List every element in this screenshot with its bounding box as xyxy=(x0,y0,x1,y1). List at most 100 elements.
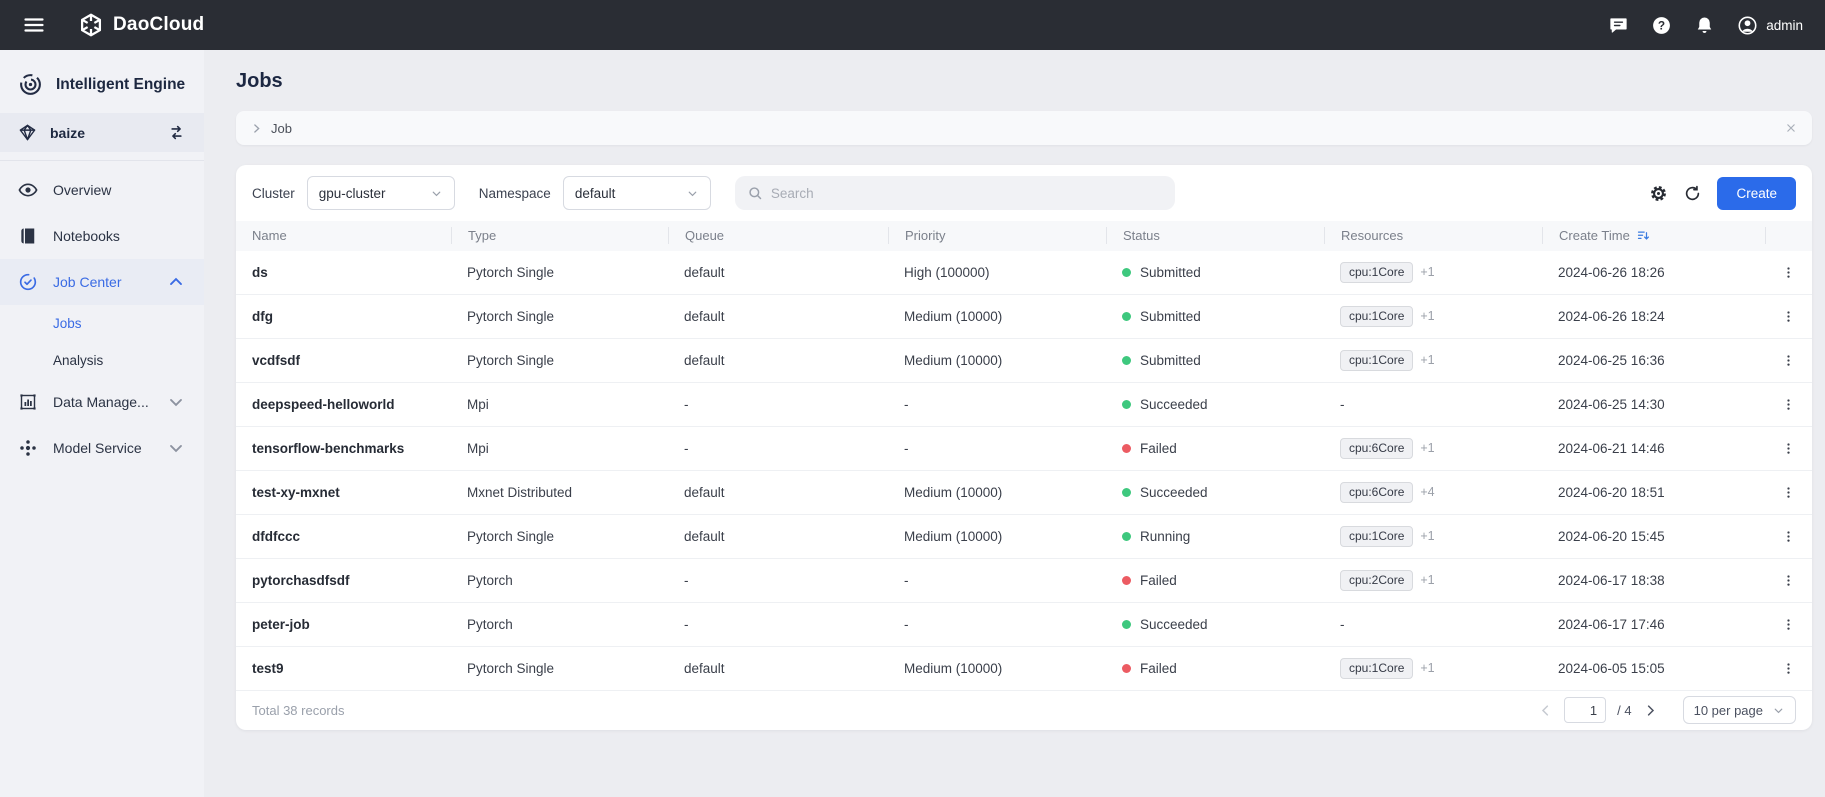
hamburger-menu-icon[interactable] xyxy=(22,13,46,37)
resource-dash: - xyxy=(1340,616,1345,632)
kebab-menu-icon[interactable] xyxy=(1781,264,1796,281)
switch-workspace-icon[interactable] xyxy=(167,123,186,142)
kebab-menu-icon[interactable] xyxy=(1781,484,1796,501)
job-create-time: 2024-06-17 17:46 xyxy=(1558,616,1665,632)
status-dot xyxy=(1122,311,1131,321)
job-resources: cpu:6Core +1 xyxy=(1324,437,1542,459)
resource-extra: +1 xyxy=(1420,309,1435,324)
sort-descending-icon[interactable] xyxy=(1636,228,1651,243)
column-header-create-time[interactable]: Create Time xyxy=(1542,227,1765,245)
filter-toolbar: Cluster gpu-cluster Namespace default xyxy=(236,165,1812,221)
kebab-menu-icon[interactable] xyxy=(1781,660,1796,677)
job-priority: - xyxy=(904,572,909,588)
notifications-bell-icon[interactable] xyxy=(1694,15,1715,36)
create-button[interactable]: Create xyxy=(1717,176,1796,210)
eye-icon xyxy=(18,183,38,197)
job-queue: default xyxy=(684,484,725,500)
namespace-label: Namespace xyxy=(478,185,551,201)
job-priority: Medium (10000) xyxy=(904,308,1003,324)
job-name[interactable]: tensorflow-benchmarks xyxy=(252,440,405,456)
sidebar-item-notebooks[interactable]: Notebooks xyxy=(0,213,204,259)
help-icon[interactable]: ? xyxy=(1651,15,1672,36)
job-name[interactable]: pytorchasdfsdf xyxy=(252,572,350,588)
job-resources: cpu:1Core +1 xyxy=(1324,305,1542,327)
intelligent-engine-icon xyxy=(20,74,41,95)
workspace-name: baize xyxy=(50,124,86,141)
kebab-menu-icon[interactable] xyxy=(1781,352,1796,369)
settings-gear-icon[interactable] xyxy=(1649,184,1668,203)
sidebar-item-jobs[interactable]: Jobs xyxy=(0,305,204,342)
workspace-selector[interactable]: baize xyxy=(0,113,204,152)
job-create-time: 2024-06-25 14:30 xyxy=(1558,396,1665,412)
namespace-select[interactable]: default xyxy=(562,176,711,210)
kebab-menu-icon[interactable] xyxy=(1781,308,1796,325)
kebab-menu-icon[interactable] xyxy=(1781,440,1796,457)
kebab-menu-icon[interactable] xyxy=(1781,528,1796,545)
job-type: Pytorch xyxy=(467,572,513,588)
pagination: / 4 10 per page xyxy=(1538,696,1796,725)
sidebar-item-data-manage[interactable]: Data Manage... xyxy=(0,379,204,425)
job-name[interactable]: deepspeed-helloworld xyxy=(252,396,395,412)
search-icon xyxy=(749,187,762,200)
column-header-priority: Priority xyxy=(888,227,1106,245)
previous-page-icon[interactable] xyxy=(1538,703,1553,718)
job-name[interactable]: test-xy-mxnet xyxy=(252,484,340,500)
job-status: Succeeded xyxy=(1106,485,1324,500)
page-size-select[interactable]: 10 per page xyxy=(1682,696,1796,725)
sidebar-item-overview[interactable]: Overview xyxy=(0,167,204,213)
resource-chip: cpu:1Core xyxy=(1340,261,1414,283)
column-header-actions xyxy=(1765,227,1812,245)
brand-logo[interactable]: DaoCloud xyxy=(78,12,204,38)
job-priority: - xyxy=(904,396,909,412)
user-menu[interactable]: admin xyxy=(1737,15,1803,36)
resource-extra: +1 xyxy=(1420,265,1435,280)
job-priority: - xyxy=(904,616,909,632)
svg-text:?: ? xyxy=(1658,18,1665,32)
chevron-up-icon xyxy=(170,277,182,285)
kebab-menu-icon[interactable] xyxy=(1781,396,1796,413)
messages-icon[interactable] xyxy=(1608,15,1629,36)
sidebar-item-analysis[interactable]: Analysis xyxy=(0,342,204,379)
job-queue: default xyxy=(684,528,725,544)
refresh-icon[interactable] xyxy=(1683,184,1702,203)
job-name[interactable]: ds xyxy=(252,264,268,280)
table-row: test9 Pytorch Single default Medium (100… xyxy=(236,647,1812,691)
cluster-select[interactable]: gpu-cluster xyxy=(306,176,455,210)
job-name[interactable]: peter-job xyxy=(252,616,310,632)
job-resources: - xyxy=(1324,397,1542,412)
row-actions xyxy=(1765,660,1812,677)
resource-chip: cpu:1Core xyxy=(1340,657,1414,679)
job-priority: Medium (10000) xyxy=(904,528,1003,544)
sidebar-item-job-center[interactable]: Job Center xyxy=(0,259,204,305)
job-name[interactable]: vcdfsdf xyxy=(252,352,301,368)
job-name[interactable]: test9 xyxy=(252,660,284,676)
page-input[interactable] xyxy=(1564,697,1607,724)
close-icon[interactable] xyxy=(1784,121,1798,135)
table-row: dfg Pytorch Single default Medium (10000… xyxy=(236,295,1812,339)
resource-extra: +1 xyxy=(1420,441,1435,456)
main-content: Jobs Job Cluster gpu-cluster Namespace d… xyxy=(204,50,1825,797)
cluster-select-value: gpu-cluster xyxy=(318,185,386,201)
resource-extra: +1 xyxy=(1420,573,1435,588)
kebab-menu-icon[interactable] xyxy=(1781,572,1796,589)
job-queue: - xyxy=(684,616,689,632)
job-name[interactable]: dfdfccc xyxy=(252,528,301,544)
status-dot xyxy=(1122,487,1131,497)
search-input[interactable] xyxy=(770,185,1163,201)
job-create-time: 2024-06-25 16:36 xyxy=(1558,352,1665,368)
job-status: Submitted xyxy=(1106,309,1324,324)
table-body: ds Pytorch Single default High (100000) … xyxy=(236,251,1812,691)
breadcrumb-item-job[interactable]: Job xyxy=(271,120,292,136)
table-actions: Create xyxy=(1649,176,1796,210)
next-page-icon[interactable] xyxy=(1643,703,1658,718)
job-resources: cpu:2Core +1 xyxy=(1324,569,1542,591)
table-row: dfdfccc Pytorch Single default Medium (1… xyxy=(236,515,1812,559)
kebab-menu-icon[interactable] xyxy=(1781,616,1796,633)
job-queue: default xyxy=(684,308,725,324)
row-actions xyxy=(1765,572,1812,589)
table-header: Name Type Queue Priority Status Resource… xyxy=(236,221,1812,251)
sidebar-item-model-service[interactable]: Model Service xyxy=(0,425,204,471)
job-name[interactable]: dfg xyxy=(252,308,273,324)
row-actions xyxy=(1765,308,1812,325)
job-type: Pytorch xyxy=(467,616,513,632)
